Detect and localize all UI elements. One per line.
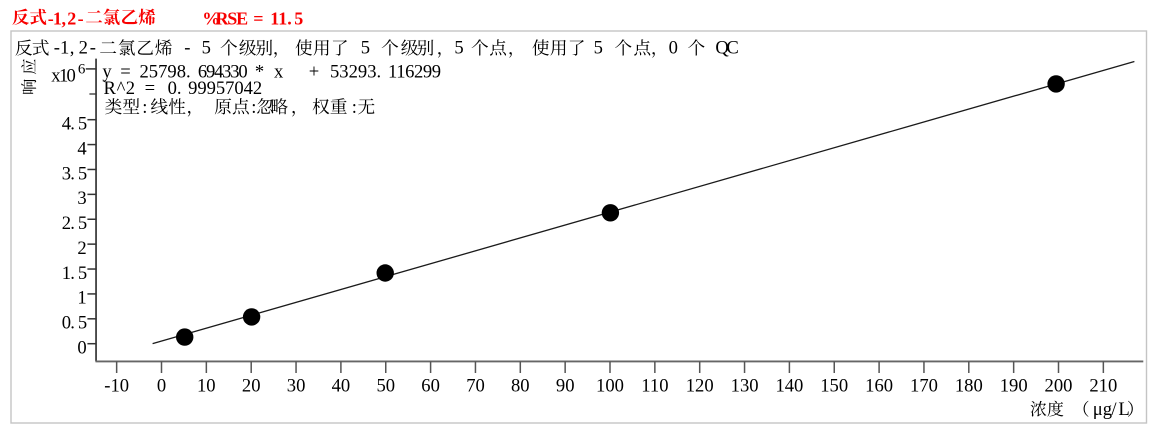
svg-text:20: 20 bbox=[242, 376, 261, 397]
svg-text:130: 130 bbox=[731, 376, 759, 397]
svg-text:99957042: 99957042 bbox=[188, 78, 262, 99]
svg-text:1: 1 bbox=[77, 288, 86, 309]
svg-text:110: 110 bbox=[641, 376, 668, 397]
svg-text:3: 3 bbox=[77, 188, 86, 209]
svg-text:190: 190 bbox=[1000, 376, 1028, 397]
svg-text:x: x bbox=[274, 62, 284, 83]
svg-text:4: 4 bbox=[77, 138, 86, 159]
svg-text:.: . bbox=[70, 114, 75, 135]
svg-text:=: = bbox=[253, 8, 263, 28]
svg-text:/: / bbox=[1111, 399, 1117, 420]
svg-text::: : bbox=[142, 97, 147, 118]
svg-text:0: 0 bbox=[157, 376, 166, 397]
svg-text:-: - bbox=[184, 37, 190, 58]
svg-text:0.: 0. bbox=[168, 78, 182, 99]
svg-text:y: y bbox=[102, 62, 112, 83]
svg-text:1: 1 bbox=[60, 37, 69, 58]
svg-text:3: 3 bbox=[62, 163, 71, 184]
svg-text:5: 5 bbox=[361, 37, 370, 58]
svg-text:g: g bbox=[1103, 399, 1112, 420]
svg-text:116299: 116299 bbox=[388, 62, 441, 83]
svg-text::: : bbox=[251, 97, 256, 118]
svg-text:30: 30 bbox=[287, 376, 306, 397]
svg-text:=: = bbox=[120, 62, 131, 83]
svg-text:120: 120 bbox=[686, 376, 714, 397]
svg-text:0: 0 bbox=[669, 37, 678, 58]
svg-text:-: - bbox=[54, 37, 60, 58]
svg-text:200: 200 bbox=[1045, 376, 1073, 397]
svg-text:-: - bbox=[90, 37, 96, 58]
svg-text:2: 2 bbox=[77, 238, 86, 259]
svg-text:0: 0 bbox=[77, 338, 86, 359]
svg-text:10: 10 bbox=[197, 376, 216, 397]
svg-text:5: 5 bbox=[594, 37, 603, 58]
svg-text:0: 0 bbox=[62, 313, 71, 334]
svg-text:-: - bbox=[78, 8, 84, 28]
svg-text:2: 2 bbox=[126, 78, 135, 99]
svg-text:5: 5 bbox=[78, 213, 87, 234]
svg-text:+: + bbox=[309, 62, 320, 83]
svg-text:-10: -10 bbox=[104, 376, 129, 397]
svg-text:-: - bbox=[48, 8, 54, 28]
svg-text:.: . bbox=[70, 313, 75, 334]
svg-text:QC: QC bbox=[715, 37, 738, 58]
svg-text:2: 2 bbox=[67, 8, 76, 28]
svg-text:210: 210 bbox=[1089, 376, 1117, 397]
svg-text:150: 150 bbox=[820, 376, 848, 397]
svg-text:5: 5 bbox=[78, 163, 87, 184]
svg-text:x: x bbox=[51, 65, 61, 86]
svg-text:140: 140 bbox=[775, 376, 803, 397]
svg-text::: : bbox=[352, 97, 357, 118]
svg-text:R: R bbox=[104, 78, 117, 99]
svg-text:100: 100 bbox=[596, 376, 624, 397]
svg-text:1: 1 bbox=[62, 263, 71, 284]
svg-text:5: 5 bbox=[294, 8, 303, 28]
svg-text:RSE: RSE bbox=[216, 8, 249, 28]
svg-text:5: 5 bbox=[78, 313, 87, 334]
svg-text:.: . bbox=[70, 263, 75, 284]
svg-text:53293.: 53293. bbox=[330, 62, 381, 83]
svg-text:80: 80 bbox=[511, 376, 530, 397]
svg-text:5: 5 bbox=[78, 263, 87, 284]
svg-text:90: 90 bbox=[556, 376, 575, 397]
svg-text:60: 60 bbox=[421, 376, 440, 397]
svg-text:2: 2 bbox=[62, 213, 71, 234]
svg-text:,: , bbox=[70, 37, 75, 58]
svg-text:40: 40 bbox=[332, 376, 351, 397]
svg-text:160: 160 bbox=[865, 376, 893, 397]
svg-text:.: . bbox=[70, 163, 75, 184]
svg-text:694330: 694330 bbox=[198, 62, 247, 83]
svg-text:^: ^ bbox=[117, 78, 126, 99]
svg-text:μ: μ bbox=[1093, 399, 1103, 420]
svg-text:6: 6 bbox=[78, 61, 86, 77]
svg-text:4: 4 bbox=[62, 114, 71, 135]
svg-text:10: 10 bbox=[59, 65, 75, 86]
svg-text:5: 5 bbox=[454, 37, 463, 58]
svg-text:*: * bbox=[255, 62, 264, 83]
svg-text:170: 170 bbox=[910, 376, 938, 397]
svg-text:1: 1 bbox=[53, 8, 62, 28]
svg-text:=: = bbox=[145, 78, 156, 99]
svg-text:50: 50 bbox=[377, 376, 396, 397]
svg-text:11.: 11. bbox=[270, 8, 292, 28]
svg-text:5: 5 bbox=[202, 37, 211, 58]
svg-text:180: 180 bbox=[955, 376, 983, 397]
svg-text:,: , bbox=[62, 8, 67, 28]
svg-text:.: . bbox=[70, 213, 75, 234]
svg-text:%: % bbox=[202, 8, 220, 28]
svg-text:5: 5 bbox=[78, 114, 87, 135]
svg-text:70: 70 bbox=[466, 376, 485, 397]
svg-text:L: L bbox=[1118, 399, 1129, 420]
svg-text:2: 2 bbox=[79, 37, 88, 58]
svg-text:25798.: 25798. bbox=[140, 62, 191, 83]
